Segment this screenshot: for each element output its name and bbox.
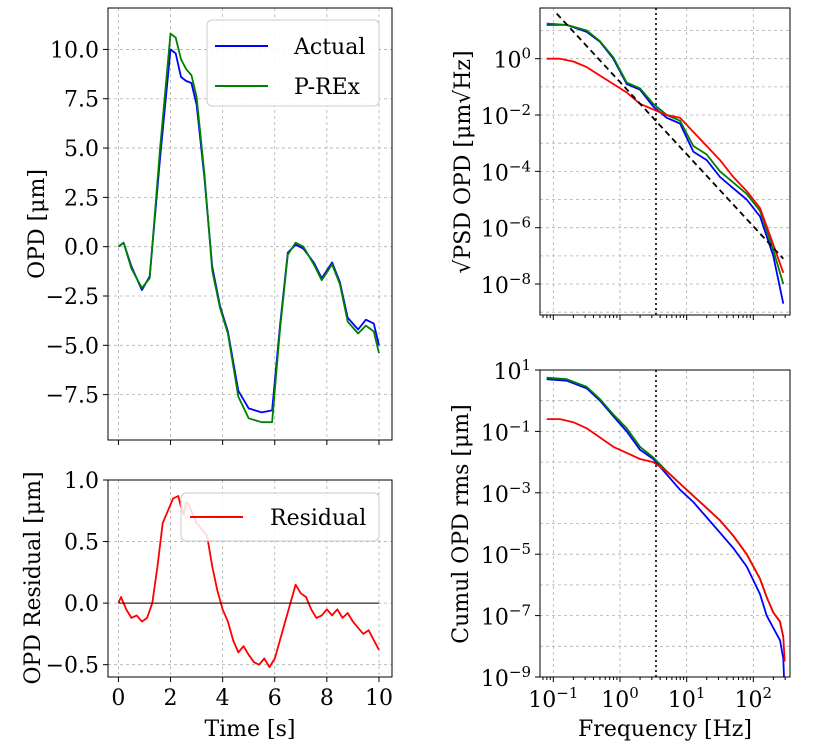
- xtick-label: 4: [216, 686, 230, 711]
- ytick-label: 0.5: [64, 531, 99, 556]
- series-residual: [546, 418, 786, 662]
- series-actual: [546, 378, 785, 678]
- series-p-rex: [117, 32, 380, 424]
- ytick-label: 10−8: [481, 270, 531, 299]
- residual-series: [117, 495, 380, 668]
- legend-prex-label: P-REx: [294, 75, 361, 100]
- xtick-label: 10: [365, 686, 393, 711]
- ytick-label: 1.0: [64, 469, 99, 494]
- residual-plot-frame: [107, 479, 393, 678]
- ytick-label: 10−1: [481, 417, 531, 446]
- residual-ylabel: OPD Residual [μm]: [21, 471, 46, 684]
- cumul-series: [546, 370, 786, 678]
- ytick-label: 10−6: [481, 214, 531, 243]
- opd-legend-box: [206, 19, 380, 107]
- psd-plot-frame: [539, 7, 791, 316]
- xtick-label: 101: [668, 684, 706, 713]
- xtick-label: 102: [735, 684, 773, 713]
- ytick-label: 0.0: [64, 236, 99, 261]
- ytick-label: 101: [493, 356, 531, 385]
- ytick-label: 0.0: [64, 592, 99, 617]
- residual-legend-box: [180, 492, 380, 542]
- opd-legend: Actual P-REx: [206, 19, 380, 107]
- legend-actual-label: Actual: [293, 35, 365, 60]
- ytick-label: 7.5: [64, 88, 99, 113]
- xtick-label: 10−1: [528, 684, 578, 713]
- opd-plot-frame: [107, 7, 393, 441]
- xtick-label: 8: [320, 686, 334, 711]
- series-residual: [546, 57, 785, 274]
- ytick-label: 100: [493, 45, 531, 74]
- series-actual: [546, 23, 785, 304]
- psd-series: [546, 8, 785, 315]
- cumul-xlabel: Frequency [Hz]: [578, 717, 752, 742]
- panel-opd: 10.0 7.5 5.0 2.5 0.0 −2.5 −5.0 −7.5 OPD [μm] Ac…: [25, 7, 393, 445]
- opd-ticks: 10.0 7.5 5.0 2.5 0.0 −2.5 −5.0 −7.5: [46, 38, 380, 445]
- cumul-ylabel: Cumul OPD rms [μm]: [449, 404, 474, 644]
- ytick-label: 10−9: [481, 663, 531, 692]
- series-fit: [556, 12, 784, 260]
- ytick-label: 10−3: [481, 479, 531, 508]
- residual-xlabel: Time [s]: [204, 717, 295, 742]
- ytick-label: −0.5: [46, 654, 99, 679]
- series-residual: [117, 495, 380, 668]
- xtick-label: 6: [268, 686, 282, 711]
- ytick-label: 10.0: [50, 38, 99, 63]
- psd-ylabel: √PSD OPD [μm√Hz]: [451, 50, 476, 273]
- residual-legend: Residual: [180, 492, 380, 542]
- ytick-label: −7.5: [46, 384, 99, 409]
- ytick-label: 10−2: [481, 101, 531, 130]
- xtick-label: 0: [111, 686, 125, 711]
- panel-cumul: 10−1 100 101 102 101 10−1 10−3 10−5 10−7 10−9 Cum…: [449, 356, 791, 742]
- xtick-label: 2: [164, 686, 178, 711]
- cumul-grid: [540, 369, 790, 678]
- psd-ticks: 100 10−2 10−4 10−6 10−8: [481, 45, 786, 320]
- ytick-label: 5.0: [64, 137, 99, 162]
- ytick-label: 10−5: [481, 540, 531, 569]
- ytick-label: 2.5: [64, 186, 99, 211]
- psd-grid: [540, 8, 790, 315]
- ytick-label: 10−4: [481, 157, 531, 186]
- cumul-ticks: 10−1 100 101 102 101 10−1 10−3 10−5 10−7 10−9: [481, 356, 786, 713]
- legend-residual-label: Residual: [270, 506, 366, 531]
- ytick-label: −5.0: [46, 334, 99, 359]
- series-p-rex: [546, 376, 785, 638]
- cumul-plot-frame: [539, 369, 791, 678]
- panel-psd: 100 10−2 10−4 10−6 10−8 √PSD OPD [μm√Hz]: [451, 7, 791, 320]
- panel-residual: 0 2 4 6 8 10 1.0 0.5 0.0 −0.5 OPD Residual [μm] T…: [21, 469, 393, 742]
- ytick-label: −2.5: [46, 285, 99, 310]
- opd-series: [117, 32, 380, 424]
- xtick-label: 100: [601, 684, 639, 713]
- opd-ylabel: OPD [μm]: [25, 169, 50, 279]
- series-p-rex: [546, 22, 785, 285]
- ytick-label: 10−7: [481, 602, 531, 631]
- residual-ticks: 0 2 4 6 8 10 1.0 0.5 0.0 −0.5: [46, 469, 393, 711]
